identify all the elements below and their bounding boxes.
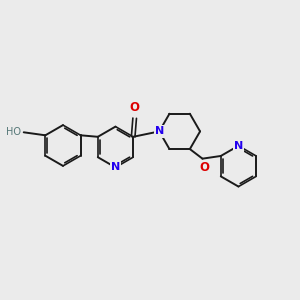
Text: N: N [234,141,243,151]
Text: HO: HO [6,127,21,137]
Text: O: O [130,101,140,114]
Text: O: O [199,161,209,174]
Text: N: N [111,162,120,172]
Text: N: N [154,126,164,136]
